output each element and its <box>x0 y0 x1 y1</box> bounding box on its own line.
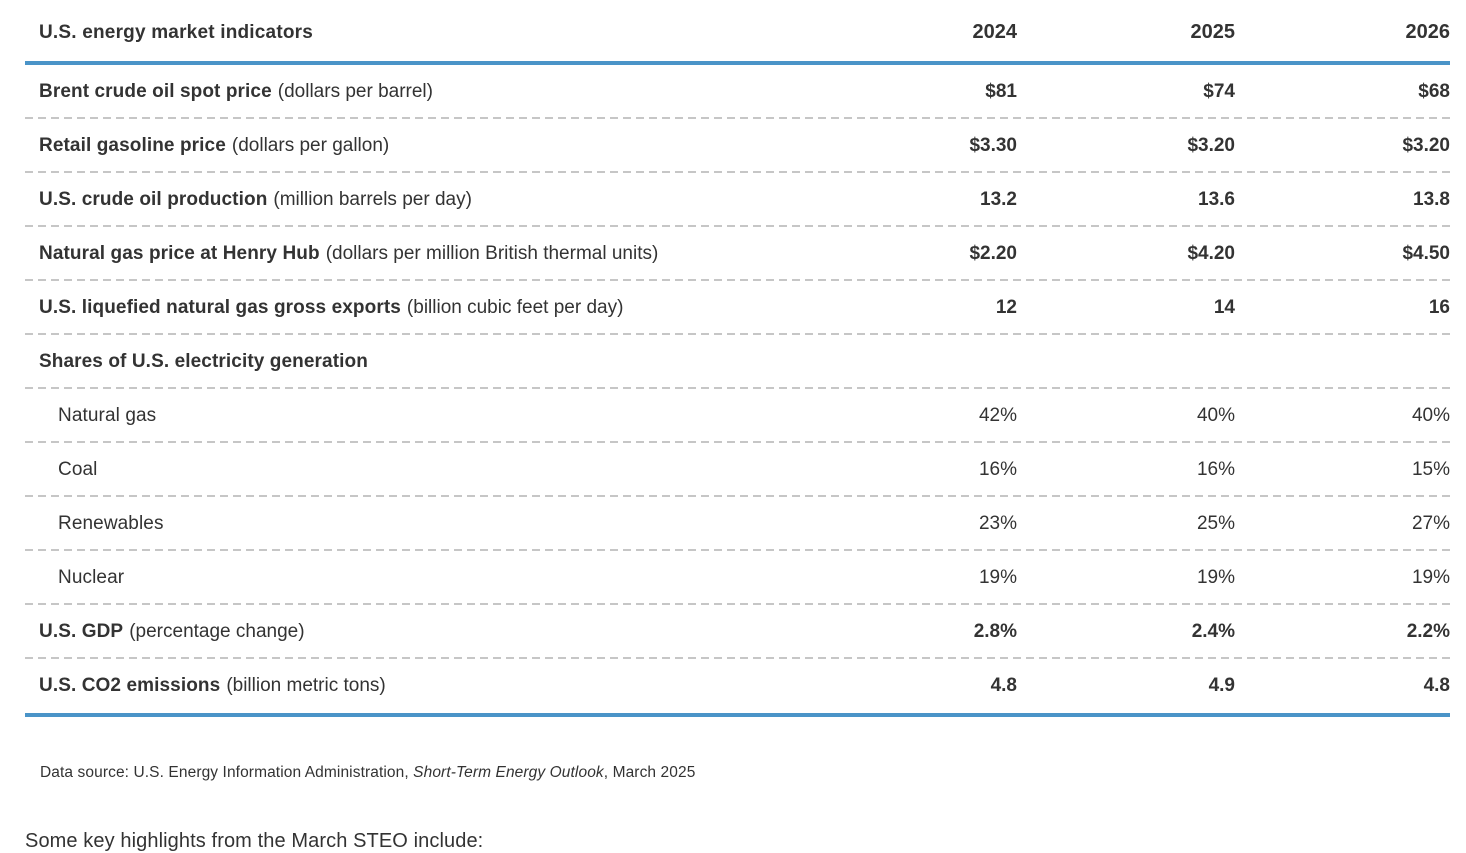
row-label-text: Brent crude oil spot price <box>39 81 272 102</box>
row-value-2025: 19% <box>1196 567 1235 588</box>
row-label-text: Nuclear <box>58 567 125 588</box>
row-label: Nuclear <box>25 567 799 589</box>
table-title: U.S. energy market indicators <box>39 21 314 43</box>
row-label: Shares of U.S. electricity generation <box>25 351 799 373</box>
row-value-2025: 16% <box>1196 459 1235 480</box>
row-unit-text: (dollars per million British thermal uni… <box>325 243 659 264</box>
row-value-2025: $74 <box>1203 81 1235 102</box>
table-row: U.S. liquefied natural gas gross exports… <box>25 281 1450 335</box>
row-label: Renewables <box>25 513 799 535</box>
table-header-row: U.S. energy market indicators 2024 2025 … <box>25 0 1450 61</box>
row-value-2025: 4.9 <box>1208 675 1235 696</box>
row-label-text: U.S. GDP <box>39 621 124 642</box>
table-row: Brent crude oil spot price (dollars per b… <box>25 65 1450 119</box>
row-value-2024: 19% <box>978 567 1017 588</box>
row-value-2025: $4.20 <box>1187 243 1235 264</box>
row-label: Coal <box>25 459 799 481</box>
row-unit-text: (million barrels per day) <box>273 189 472 210</box>
row-value-2026: 40% <box>1411 405 1450 426</box>
row-label-text: U.S. CO2 emissions <box>39 675 221 696</box>
row-label: Natural gas price at Henry Hub (dollars p… <box>25 243 799 265</box>
row-value-2025: 13.6 <box>1198 189 1235 210</box>
row-unit-text: (dollars per barrel) <box>277 81 433 102</box>
row-value-2025: $3.20 <box>1187 135 1235 156</box>
row-label-text: Natural gas price at Henry Hub <box>39 243 320 264</box>
source-suffix: , March 2025 <box>603 763 696 781</box>
row-value-2025: 25% <box>1196 513 1235 534</box>
table-row: U.S. crude oil production (million barrel… <box>25 173 1450 227</box>
row-value-2024: $81 <box>985 81 1017 102</box>
data-source-note: Data source: U.S. Energy Information Adm… <box>40 764 695 782</box>
row-label-text: U.S. crude oil production <box>39 189 268 210</box>
row-label-text: Shares of U.S. electricity generation <box>39 351 368 372</box>
row-value-2025: 2.4% <box>1191 621 1235 642</box>
row-value-2024: $3.30 <box>969 135 1017 156</box>
source-publication: Short-Term Energy Outlook <box>413 763 604 781</box>
row-label-text: Retail gasoline price <box>39 135 226 156</box>
column-header-2025: 2025 <box>1190 21 1236 43</box>
table-row: Renewables 23% 25% 27% <box>25 497 1450 551</box>
table-row: U.S. GDP (percentage change) 2.8% 2.4% 2.… <box>25 605 1450 659</box>
row-value-2026: $4.50 <box>1402 243 1450 264</box>
row-value-2024: 42% <box>978 405 1017 426</box>
row-value-2026: 16 <box>1428 297 1450 318</box>
row-value-2025: 40% <box>1196 405 1235 426</box>
table-row: Natural gas price at Henry Hub (dollars p… <box>25 227 1450 281</box>
table-row: U.S. CO2 emissions (billion metric tons) … <box>25 659 1450 713</box>
table-row: Retail gasoline price (dollars per gallon… <box>25 119 1450 173</box>
energy-indicators-table: U.S. energy market indicators 2024 2025 … <box>25 0 1450 717</box>
row-label: U.S. crude oil production (million barrel… <box>25 189 799 211</box>
row-value-2024: $2.20 <box>969 243 1017 264</box>
row-label-text: Renewables <box>58 513 164 534</box>
row-value-2026: $68 <box>1418 81 1450 102</box>
table-row: Nuclear 19% 19% 19% <box>25 551 1450 605</box>
row-value-2026: 13.8 <box>1413 189 1450 210</box>
row-label: U.S. CO2 emissions (billion metric tons) <box>25 675 799 697</box>
row-value-2026: 2.2% <box>1406 621 1450 642</box>
table-body: Brent crude oil spot price (dollars per b… <box>25 65 1450 713</box>
row-label: Natural gas <box>25 405 799 427</box>
row-value-2024: 4.8 <box>990 675 1017 696</box>
row-label: U.S. liquefied natural gas gross exports… <box>25 297 799 319</box>
row-label: Brent crude oil spot price (dollars per b… <box>25 81 799 103</box>
highlights-intro-text: Some key highlights from the March STEO … <box>25 830 484 852</box>
row-label-text: Natural gas <box>58 405 157 426</box>
row-value-2026: 27% <box>1411 513 1450 534</box>
table-row: Coal 16% 16% 15% <box>25 443 1450 497</box>
footer-divider-rule <box>25 713 1450 717</box>
row-value-2026: $3.20 <box>1402 135 1450 156</box>
row-value-2024: 13.2 <box>980 189 1017 210</box>
row-value-2026: 4.8 <box>1423 675 1450 696</box>
column-header-2026: 2026 <box>1405 21 1451 43</box>
row-label: U.S. GDP (percentage change) <box>25 621 799 643</box>
header-divider-rule <box>25 61 1450 65</box>
row-value-2024: 16% <box>978 459 1017 480</box>
row-unit-text: (billion cubic feet per day) <box>406 297 624 318</box>
row-unit-text: (dollars per gallon) <box>231 135 390 156</box>
row-value-2025: 14 <box>1213 297 1235 318</box>
column-header-2024: 2024 <box>972 21 1018 43</box>
row-value-2026: 19% <box>1411 567 1450 588</box>
row-label-text: Coal <box>58 459 98 480</box>
row-label-text: U.S. liquefied natural gas gross exports <box>39 297 401 318</box>
table-row: Natural gas 42% 40% 40% <box>25 389 1450 443</box>
row-value-2024: 2.8% <box>973 621 1017 642</box>
source-prefix: Data source: U.S. Energy Information Adm… <box>40 763 414 781</box>
row-unit-text: (billion metric tons) <box>226 675 386 696</box>
row-value-2026: 15% <box>1411 459 1450 480</box>
row-label: Retail gasoline price (dollars per gallon… <box>25 135 799 157</box>
row-value-2024: 23% <box>978 513 1017 534</box>
row-unit-text: (percentage change) <box>129 621 305 642</box>
table-row: Shares of U.S. electricity generation <box>25 335 1450 389</box>
row-value-2024: 12 <box>995 297 1017 318</box>
